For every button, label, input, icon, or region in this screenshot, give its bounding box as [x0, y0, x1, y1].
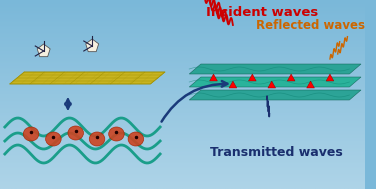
Ellipse shape	[109, 127, 124, 141]
Text: Reflected waves: Reflected waves	[256, 19, 365, 32]
Polygon shape	[268, 81, 276, 88]
Polygon shape	[37, 44, 50, 57]
Polygon shape	[10, 72, 165, 84]
Ellipse shape	[45, 132, 61, 146]
Polygon shape	[189, 77, 361, 87]
Polygon shape	[249, 74, 256, 81]
Ellipse shape	[89, 132, 105, 146]
Polygon shape	[210, 74, 217, 81]
Ellipse shape	[68, 126, 83, 140]
Polygon shape	[307, 81, 314, 88]
Text: Incident waves: Incident waves	[206, 6, 318, 19]
Polygon shape	[287, 74, 295, 81]
Ellipse shape	[23, 127, 39, 141]
Polygon shape	[189, 64, 361, 74]
Polygon shape	[326, 74, 334, 81]
Polygon shape	[86, 39, 99, 52]
Text: Transmitted waves: Transmitted waves	[210, 146, 343, 159]
Polygon shape	[189, 90, 361, 100]
Ellipse shape	[128, 132, 144, 146]
Polygon shape	[229, 81, 237, 88]
